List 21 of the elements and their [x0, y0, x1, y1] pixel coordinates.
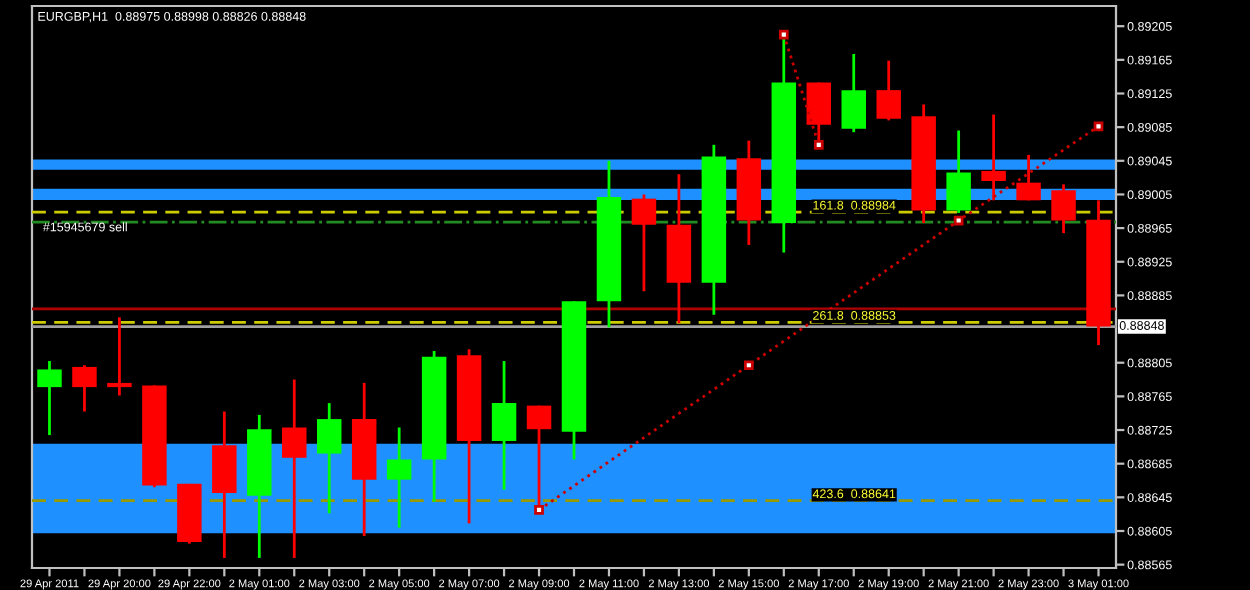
candlestick	[1016, 153, 1041, 202]
candlestick	[316, 401, 342, 515]
point	[778, 29, 789, 40]
candlestick	[841, 52, 866, 134]
candlestick	[386, 426, 412, 530]
candlestick	[1051, 182, 1076, 235]
candlestick	[631, 193, 657, 293]
candlestick	[491, 359, 517, 492]
candlestick	[37, 359, 62, 437]
candlestick	[72, 363, 97, 413]
point	[1093, 121, 1104, 132]
candlestick	[981, 113, 1006, 202]
point	[813, 139, 824, 150]
point	[743, 360, 754, 371]
candlestick	[282, 378, 307, 560]
candlestick	[107, 315, 132, 397]
point	[534, 505, 544, 515]
candlestick	[876, 59, 901, 122]
candlestick	[946, 129, 971, 215]
point	[953, 215, 964, 226]
candlestick	[212, 410, 237, 560]
